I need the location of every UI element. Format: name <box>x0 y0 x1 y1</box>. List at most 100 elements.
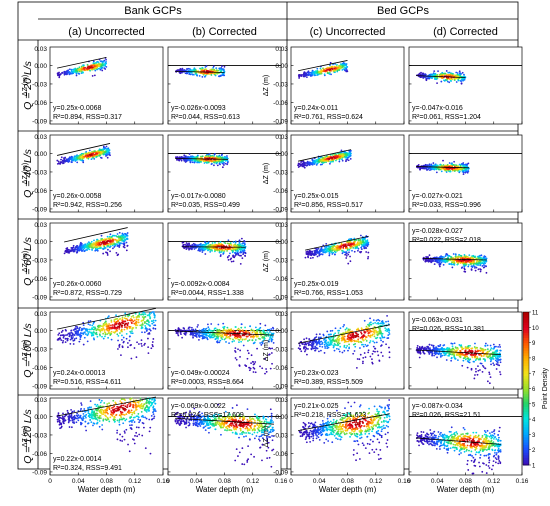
data-point <box>455 74 457 77</box>
data-point <box>113 246 116 248</box>
data-point <box>118 325 121 328</box>
data-point <box>129 330 132 333</box>
data-point <box>104 331 107 334</box>
data-point <box>314 70 316 73</box>
data-point <box>349 150 352 153</box>
data-point <box>432 260 435 262</box>
data-point <box>196 160 199 162</box>
data-point <box>435 78 438 81</box>
data-point <box>222 252 225 255</box>
data-point <box>141 331 143 334</box>
data-point <box>126 232 129 234</box>
data-point <box>420 71 422 74</box>
data-point <box>97 61 100 64</box>
data-point <box>140 320 143 323</box>
data-point <box>101 60 104 63</box>
data-point <box>71 72 73 75</box>
data-point <box>117 348 119 350</box>
data-point <box>126 237 129 240</box>
data-point <box>468 254 471 257</box>
data-point <box>344 69 346 72</box>
data-point <box>83 155 86 158</box>
data-point <box>94 151 97 154</box>
plot-area <box>49 222 164 301</box>
data-point <box>123 242 126 245</box>
data-point <box>346 248 349 251</box>
data-point <box>71 70 74 73</box>
data-point <box>76 67 79 70</box>
data-point <box>116 235 119 238</box>
data-point <box>121 234 124 236</box>
data-point <box>114 327 117 330</box>
data-point <box>221 153 223 156</box>
data-point <box>334 67 337 70</box>
data-point <box>328 69 331 72</box>
data-point <box>348 248 351 251</box>
point-cloud <box>297 149 352 169</box>
data-point <box>99 156 102 159</box>
data-point <box>69 342 72 345</box>
data-point <box>338 69 341 72</box>
data-point <box>457 259 460 262</box>
data-point <box>143 311 146 314</box>
data-point <box>116 333 119 336</box>
data-point <box>240 237 243 240</box>
data-point <box>226 250 228 252</box>
data-point <box>455 71 458 74</box>
data-point <box>65 159 68 162</box>
data-point <box>85 68 88 71</box>
regression-equation: y=-0.027x-0.021 <box>412 193 463 200</box>
data-point <box>304 72 307 75</box>
data-point <box>119 317 122 320</box>
data-point <box>456 72 459 74</box>
data-point <box>227 247 230 250</box>
data-point <box>213 157 215 160</box>
data-point <box>480 268 482 271</box>
data-point <box>297 74 300 77</box>
data-point <box>96 242 98 245</box>
data-point <box>101 325 104 328</box>
fit-statistics: R²=0.516, RSS=4.611 <box>53 379 121 386</box>
data-point <box>196 244 199 247</box>
data-point <box>153 316 156 319</box>
data-point <box>124 326 126 328</box>
regression-line <box>182 246 246 248</box>
data-point <box>303 166 306 169</box>
data-point <box>421 73 424 76</box>
data-point <box>232 254 235 257</box>
data-point <box>221 162 224 165</box>
data-point <box>313 73 316 76</box>
data-point <box>206 153 208 156</box>
data-point <box>96 335 99 338</box>
data-point <box>452 253 455 255</box>
data-point <box>442 159 444 162</box>
data-point <box>338 160 341 163</box>
data-point <box>88 149 91 152</box>
data-point <box>467 263 470 266</box>
data-point <box>185 242 188 244</box>
data-point <box>210 163 213 166</box>
data-point <box>457 78 460 80</box>
data-point <box>443 168 446 170</box>
data-point <box>329 161 332 163</box>
data-point <box>201 75 204 78</box>
data-point <box>74 156 76 159</box>
data-point <box>472 261 475 263</box>
data-point <box>130 315 133 318</box>
data-point <box>243 242 246 245</box>
data-point <box>302 160 305 163</box>
data-point <box>308 71 311 74</box>
y-tick-label: 0.00 <box>34 239 47 246</box>
data-point <box>456 263 459 266</box>
data-point <box>425 259 428 261</box>
data-point <box>363 237 366 240</box>
data-point <box>131 326 134 329</box>
data-point <box>121 316 124 319</box>
data-point <box>117 339 119 342</box>
y-tick-label-top: 0.03 <box>34 46 47 53</box>
data-point <box>427 76 430 78</box>
fit-statistics: R²=0.044, RSS=0.613 <box>171 114 240 121</box>
data-point <box>214 153 216 155</box>
data-point <box>125 332 128 335</box>
